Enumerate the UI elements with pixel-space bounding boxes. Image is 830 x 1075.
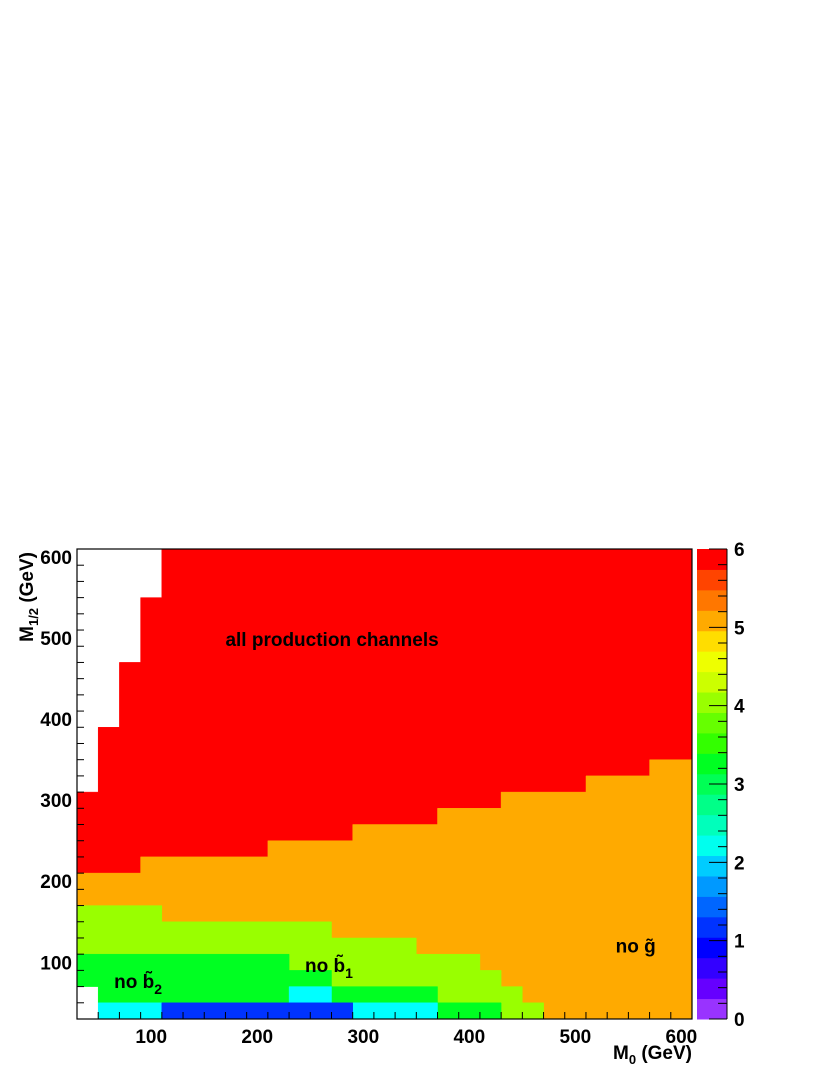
x-tick-label: 100	[135, 1027, 167, 1048]
palette-swatch	[697, 978, 727, 1000]
palette-swatch	[697, 651, 727, 673]
region-annotation: no g̃	[616, 937, 656, 958]
palette-swatch	[697, 589, 727, 611]
x-tick-label: 300	[347, 1027, 379, 1048]
palette-swatch	[697, 753, 727, 775]
palette-swatch	[697, 998, 727, 1020]
z-axis-ticks: 0 1 2 3 4 5 6	[709, 540, 745, 1031]
y-tick-label: 400	[40, 710, 72, 731]
heatmap-regions	[76, 548, 693, 1020]
region-annotation: no b̃1	[305, 954, 353, 981]
palette-swatch	[697, 569, 727, 591]
y-axis-title: M1/2 (GeV)	[17, 552, 41, 642]
z-tick-label: 1	[734, 932, 745, 953]
y-tick-label: 600	[40, 548, 72, 569]
palette-swatch	[697, 671, 727, 693]
z-tick-label: 5	[734, 618, 745, 639]
palette-swatch	[697, 855, 727, 877]
z-tick-label: 6	[734, 540, 745, 561]
palette-swatch	[697, 610, 727, 632]
y-axis-ticks: 100 200 300 400 500 600	[40, 548, 84, 1020]
palette-swatch	[697, 875, 727, 897]
palette-swatch	[697, 794, 727, 816]
palette-swatch	[697, 937, 727, 959]
palette-swatch	[697, 712, 727, 734]
annotations: all production channels no b̃2 no b̃1 no g̃	[114, 630, 656, 997]
y-tick-label: 200	[40, 872, 72, 893]
palette-swatch	[697, 896, 727, 918]
palette-swatch	[697, 692, 727, 713]
x-tick-label: 500	[560, 1027, 592, 1048]
y-tick-label: 100	[40, 953, 72, 974]
plot-frame-rect	[76, 548, 693, 1020]
region-annotation: all production channels	[225, 630, 438, 651]
palette-swatch	[697, 835, 727, 857]
z-tick-label: 2	[734, 853, 745, 874]
plot-frame	[76, 548, 693, 1020]
z-tick-label: 0	[734, 1010, 745, 1031]
palette-swatch	[697, 630, 727, 652]
x-tick-label: 400	[453, 1027, 485, 1048]
z-tick-label: 4	[734, 697, 745, 718]
z-tick-label: 3	[734, 775, 745, 796]
x-tick-label: 600	[666, 1027, 698, 1048]
region-level-2	[288, 986, 332, 1004]
palette-swatch	[697, 916, 727, 938]
palette-swatch	[697, 549, 727, 570]
palette-swatch	[697, 814, 727, 836]
x-tick-label: 200	[241, 1027, 273, 1048]
x-axis-ticks: 100 200 300 400 500 600	[76, 1012, 698, 1048]
x-axis-title: M0 (GeV)	[613, 1043, 692, 1067]
palette-swatch	[697, 732, 727, 754]
region-annotation: no b̃2	[114, 970, 162, 997]
y-tick-label: 500	[40, 629, 72, 650]
region-level-2	[97, 1002, 163, 1020]
y-tick-label: 300	[40, 791, 72, 812]
region-level-1	[161, 1002, 353, 1020]
palette-swatch	[697, 957, 727, 979]
